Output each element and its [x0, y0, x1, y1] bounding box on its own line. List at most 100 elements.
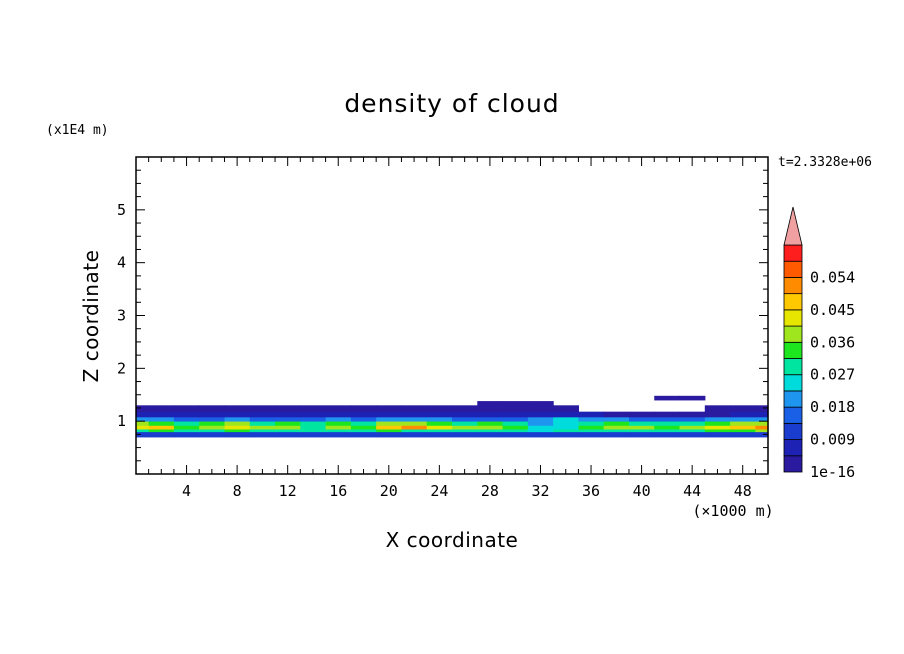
x-tick-label: 20: [380, 482, 398, 500]
density-cell: [136, 425, 150, 430]
density-cell: [704, 425, 731, 430]
density-cell: [401, 405, 428, 413]
colorbar-bin: [783, 422, 803, 440]
density-cell: [325, 429, 352, 433]
density-cell: [654, 421, 681, 426]
density-cell: [173, 429, 200, 433]
density-cell: [527, 411, 554, 418]
density-cell: [502, 411, 529, 418]
density-cell: [452, 405, 478, 413]
density-cell: [603, 425, 630, 430]
density-cell: [603, 416, 630, 422]
x-tick-label: 24: [430, 482, 448, 500]
density-cell: [401, 421, 428, 426]
density-cell: [477, 429, 504, 433]
density-cell: [679, 425, 706, 430]
x-tick-label: 40: [633, 482, 651, 500]
density-cell: [224, 411, 251, 418]
colorbar-tick-label: 0.018: [810, 398, 855, 416]
y-tick-label: 1: [117, 412, 126, 430]
density-cell: [426, 429, 453, 433]
density-cell: [148, 421, 175, 426]
density-cell: [730, 405, 756, 413]
density-cell: [679, 421, 706, 426]
density-cell: [300, 405, 327, 413]
density-cell: [603, 431, 630, 438]
density-cell: [173, 425, 200, 430]
density-cell: [654, 431, 681, 438]
density-cell: [249, 425, 276, 430]
density-cell: [401, 425, 428, 430]
density-cell: [603, 411, 630, 418]
density-cell: [376, 411, 403, 418]
colorbar-bin: [783, 341, 803, 359]
density-cell: [426, 411, 453, 418]
density-cell: [477, 425, 504, 430]
density-cell: [578, 416, 605, 422]
density-cell: [527, 405, 554, 413]
density-cell: [199, 411, 226, 418]
density-cell: [553, 431, 579, 438]
density-cell: [730, 421, 756, 426]
density-cell: [224, 416, 251, 422]
colorbar-bin: [783, 244, 803, 262]
density-cell: [173, 405, 200, 413]
density-cell: [224, 405, 251, 413]
density-cell: [401, 431, 428, 438]
density-cell: [704, 411, 731, 418]
x-tick-label: 32: [531, 482, 549, 500]
density-cell: [275, 405, 301, 413]
density-cell: [578, 431, 605, 438]
y-axis-ticks: 1 2 3 4 5: [117, 169, 768, 462]
colorbar-bin: [783, 358, 803, 376]
density-cell: [426, 405, 453, 413]
density-cell: [249, 411, 276, 418]
density-cell: [426, 425, 453, 430]
colorbar-bin: [783, 309, 803, 327]
density-cell: [502, 425, 529, 430]
colorbar-bin: [783, 439, 803, 457]
density-cell: [350, 429, 377, 433]
colorbar-tick-label: 0.027: [810, 366, 855, 384]
density-cell: [578, 421, 605, 426]
density-cell: [452, 431, 478, 438]
density-cell: [502, 416, 529, 422]
time-label: t=2.3328e+06: [778, 155, 872, 170]
density-cell: [704, 416, 731, 422]
density-cell: [527, 431, 554, 438]
density-cell: [704, 431, 731, 438]
density-cell: [527, 425, 554, 430]
x-axis-label: X coordinate: [386, 528, 519, 552]
density-cell: [275, 425, 301, 430]
colorbar-tick-label: 0.054: [810, 268, 855, 286]
density-cell: [136, 421, 150, 426]
colorbar-bin: [783, 390, 803, 408]
density-cell: [136, 416, 150, 422]
density-cell: [527, 429, 554, 433]
density-cell: [350, 425, 377, 430]
density-cell: [679, 429, 706, 433]
density-cell: [300, 411, 327, 418]
y-unit-label: (x1E4 m): [46, 123, 109, 138]
density-cell: [275, 431, 301, 438]
density-cell: [199, 429, 226, 433]
density-cell: [148, 429, 175, 433]
density-cell: [578, 429, 605, 433]
density-cell: [730, 425, 756, 430]
density-cell: [350, 421, 377, 426]
density-field: [136, 395, 769, 438]
density-cell: [679, 416, 706, 422]
density-cell: [730, 416, 756, 422]
colorbar-bin: [783, 374, 803, 392]
density-cell: [401, 416, 428, 422]
density-cell: [553, 405, 579, 413]
density-cell: [502, 429, 529, 433]
density-cell: [136, 411, 150, 418]
density-cell: [376, 431, 403, 438]
density-cell: [654, 429, 681, 433]
density-cell: [249, 429, 276, 433]
density-cell: [452, 421, 478, 426]
density-cell: [300, 416, 327, 422]
density-cell: [477, 421, 504, 426]
